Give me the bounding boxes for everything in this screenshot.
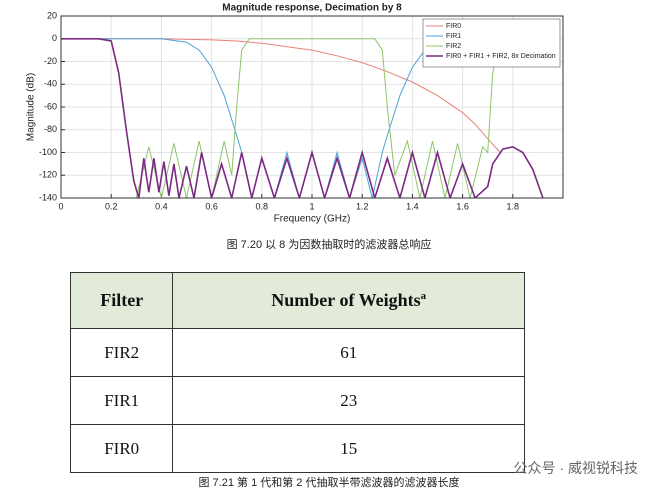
x-tick-label: 0.2 [105, 201, 118, 211]
y-tick-label: 0 [52, 33, 57, 43]
y-tick-label: -80 [44, 124, 57, 134]
x-tick-label: 0.6 [205, 201, 218, 211]
row: FIR1 23 [69, 376, 525, 425]
x-tick-label: 0.4 [155, 201, 168, 211]
cell: FIR0 [69, 424, 174, 473]
header-row: Filter Number of Weightsa [69, 272, 525, 329]
x-tick-label: 1.4 [406, 201, 419, 211]
chart-title: Magnitude response, Decimation by 8 [222, 3, 402, 14]
watermark: 公众号 · 威视锐科技 [513, 460, 638, 476]
header-text: Filter [100, 290, 144, 310]
x-tick-label: 1.2 [356, 201, 369, 211]
cell: 15 [172, 424, 525, 473]
legend-label: FIR0 [446, 23, 461, 30]
weights-table: Filter Number of Weightsa FIR2 61 FIR1 23 … [69, 272, 525, 473]
y-tick-label: -20 [44, 56, 57, 66]
legend-label: FIR2 [446, 43, 461, 50]
x-tick-label: 1.6 [456, 201, 469, 211]
cell: FIR2 [69, 328, 174, 377]
series-line [61, 38, 544, 198]
y-axis-label: Magnitude (dB) [26, 73, 37, 141]
x-axis-label: Frequency (GHz) [274, 214, 351, 225]
y-tick-label: 20 [47, 10, 57, 20]
row: FIR0 15 [69, 424, 525, 473]
chart: Magnitude response, Decimation by 8 Freq… [26, 3, 564, 225]
x-tick-label: 1.8 [507, 201, 520, 211]
y-tick-label: -140 [39, 192, 57, 202]
footnote-mark: a [420, 290, 427, 302]
legend-label: FIR0 + FIR1 + FIR2, 8x Decimation [446, 53, 556, 60]
legend-box [422, 18, 561, 68]
plot-frame [60, 15, 564, 199]
cell: FIR1 [69, 376, 174, 425]
x-tick-label: 0 [58, 201, 63, 211]
y-tick-label: -60 [44, 101, 57, 111]
series-line [61, 38, 501, 153]
x-tick-label: 0.8 [256, 201, 269, 211]
y-tick-label: -100 [39, 147, 57, 157]
y-tick-label: -120 [39, 170, 57, 180]
x-tick-label: 1 [309, 201, 314, 211]
series-line [135, 38, 513, 198]
table-caption: 图 7.21 第 1 代和第 2 代抽取半带滤波器的滤波器长度 [198, 477, 460, 489]
header-cell: Number of Weightsa [172, 272, 525, 329]
header-cell: Filter [69, 272, 174, 329]
row: FIR2 61 [69, 328, 525, 377]
cell: 61 [172, 328, 525, 377]
header-text: Number of Weights [271, 290, 421, 310]
figure-caption: 图 7.20 以 8 为因数抽取时的滤波器总响应 [226, 239, 432, 251]
legend-label: FIR1 [446, 33, 461, 40]
y-tick-label: -40 [44, 79, 57, 89]
cell: 23 [172, 376, 525, 425]
